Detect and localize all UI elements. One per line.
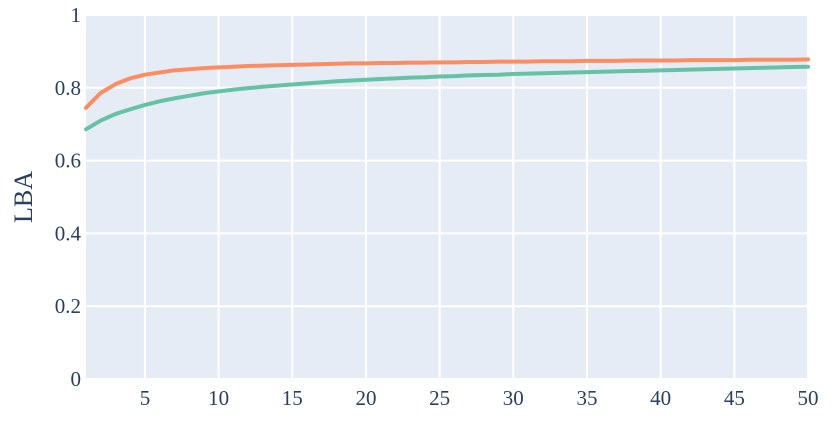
x-tick-label-8: 45 <box>724 386 745 410</box>
y-tick-label-2: 0.4 <box>55 221 82 245</box>
x-tick-label-6: 35 <box>576 386 597 410</box>
x-tick-label-7: 40 <box>650 386 671 410</box>
x-tick-label-9: 50 <box>798 386 819 410</box>
series-line-1 <box>84 64 810 132</box>
y-axis-title: LBA <box>9 171 38 223</box>
series-line-0 <box>84 57 810 110</box>
y-tick-label-3: 0.6 <box>55 149 81 173</box>
x-tick-label-0: 5 <box>140 386 151 410</box>
y-tick-label-4: 0.8 <box>55 76 81 100</box>
x-tick-label-1: 10 <box>208 386 229 410</box>
x-tick-label-5: 30 <box>503 386 524 410</box>
x-tick-label-4: 25 <box>429 386 450 410</box>
y-tick-label-1: 0.2 <box>55 294 81 318</box>
series-layer <box>84 57 810 132</box>
x-tick-label-2: 15 <box>282 386 303 410</box>
y-tick-label-5: 1 <box>71 3 82 27</box>
y-axis-ticks: 0 0.2 0.4 0.6 0.8 1 <box>55 3 82 391</box>
grid-lines <box>86 14 809 380</box>
y-tick-label-0: 0 <box>71 367 82 391</box>
x-tick-label-3: 20 <box>355 386 376 410</box>
x-axis-ticks: 5 10 15 20 25 30 35 40 45 50 <box>140 386 819 410</box>
